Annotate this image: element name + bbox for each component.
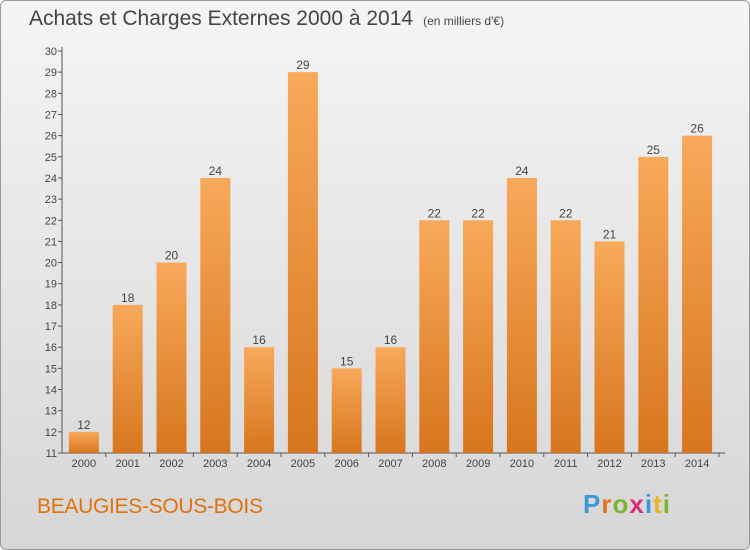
bar	[463, 220, 494, 453]
y-tick-label: 14	[45, 385, 57, 397]
data-label: 16	[252, 333, 266, 347]
logo-letter: r	[601, 489, 613, 519]
bar	[156, 262, 187, 453]
logo-letter: i	[644, 489, 654, 519]
proxiti-logo: Proxiti	[583, 489, 671, 520]
bar	[112, 304, 143, 453]
x-tick-label: 2008	[422, 458, 446, 470]
x-tick-label: 2009	[466, 458, 490, 470]
bar	[550, 220, 581, 453]
y-tick-label: 25	[45, 152, 57, 164]
y-tick-label: 26	[45, 131, 57, 143]
bar	[68, 431, 99, 453]
y-tick-label: 17	[45, 321, 57, 333]
x-tick-label: 2013	[641, 458, 665, 470]
y-tick-label: 30	[45, 46, 57, 58]
x-tick-label: 2002	[159, 458, 183, 470]
data-label: 25	[647, 143, 661, 157]
x-tick-label: 2005	[291, 458, 315, 470]
y-tick-label: 23	[45, 194, 57, 206]
data-labels: 12 18 20 24 16 29 15 16 22 22 24 22 21 25 26	[77, 58, 704, 432]
y-tick-label: 22	[45, 215, 57, 227]
x-tick-label: 2011	[554, 458, 578, 470]
x-tick-label: 2010	[510, 458, 534, 470]
y-tick-label: 15	[45, 363, 57, 375]
data-label: 18	[121, 291, 135, 305]
data-label: 26	[690, 122, 704, 136]
x-tick-label: 2014	[685, 458, 709, 470]
bar	[682, 135, 713, 453]
bar	[506, 177, 537, 453]
logo-letter: x	[629, 489, 645, 519]
y-tick-label: 29	[45, 67, 57, 79]
bars	[68, 72, 713, 453]
bar	[375, 347, 406, 453]
x-tick-label: 2012	[597, 458, 621, 470]
y-tick-label: 11	[46, 448, 57, 460]
y-tick-label: 20	[45, 258, 57, 270]
chart-title: Achats et Charges Externes 2000 à 2014	[29, 7, 414, 30]
data-label: 22	[471, 206, 485, 220]
data-label: 16	[384, 333, 398, 347]
data-label: 20	[165, 249, 179, 263]
data-label: 24	[515, 164, 529, 178]
y-tick-label: 27	[45, 109, 57, 121]
y-tick-label: 18	[45, 300, 57, 312]
x-tick-label: 2004	[247, 458, 271, 470]
logo-letter: t	[653, 489, 663, 519]
data-label: 29	[296, 58, 310, 72]
y-tick-label: 24	[45, 173, 57, 185]
x-tick-label: 2001	[115, 458, 139, 470]
chart-subtitle: (en milliers d'€)	[423, 14, 505, 28]
y-tick-label: 19	[45, 279, 57, 291]
bar	[331, 368, 362, 453]
bar	[419, 220, 450, 453]
y-tick-label: 21	[45, 236, 57, 248]
logo-letter: o	[612, 489, 630, 519]
y-tick-label: 16	[45, 342, 57, 354]
logo-letter: P	[583, 489, 602, 519]
y-tick-label: 13	[45, 406, 57, 418]
data-label: 22	[559, 206, 573, 220]
bar	[287, 72, 318, 453]
x-tick-label: 2000	[72, 458, 96, 470]
data-label: 24	[209, 164, 223, 178]
bar	[200, 177, 231, 453]
data-label: 21	[603, 227, 617, 241]
data-label: 12	[77, 418, 91, 432]
x-tick-label: 2006	[334, 458, 358, 470]
data-label: 22	[428, 206, 442, 220]
y-tick-label: 28	[45, 88, 57, 100]
logo-letter: i	[662, 489, 671, 519]
title-block: Achats et Charges Externes 2000 à 2014 (e…	[29, 7, 504, 31]
x-tick-label: 2003	[203, 458, 227, 470]
town-name: BEAUGIES-SOUS-BOIS	[37, 495, 263, 518]
y-tick-label: 12	[45, 427, 57, 439]
bar	[244, 347, 275, 453]
data-label: 15	[340, 354, 354, 368]
bar	[594, 241, 625, 453]
bar	[638, 156, 669, 453]
x-tick-label: 2007	[378, 458, 402, 470]
